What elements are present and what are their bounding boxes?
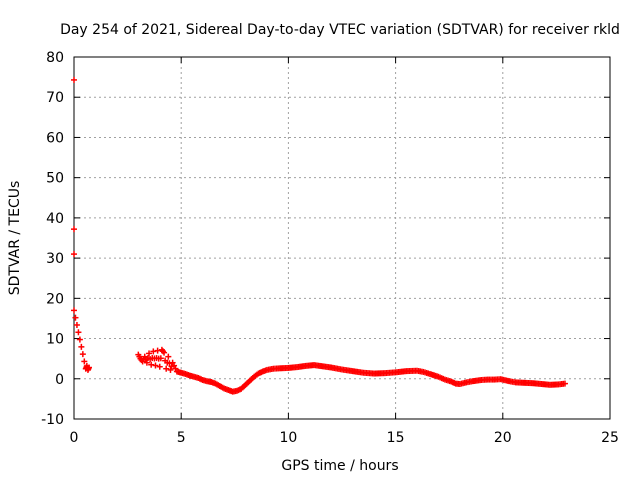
y-axis-label: SDTVAR / TECUs: [7, 181, 23, 296]
data-point: [150, 348, 157, 355]
y-tick-label: 30: [46, 251, 64, 267]
y-tick-label: 20: [46, 291, 64, 307]
y-tick-label: 10: [46, 332, 64, 348]
data-point: [166, 360, 173, 367]
data-point: [258, 369, 265, 376]
data-point: [84, 364, 91, 371]
y-tick-labels: -10 0 10 20 30 40 50 60 70 80: [41, 50, 64, 428]
data-point: [71, 76, 77, 83]
data-point: [85, 365, 92, 372]
data-point: [72, 314, 79, 321]
data-point: [223, 386, 230, 393]
data-point: [152, 362, 159, 369]
x-tick-labels: 0 5 10 15 20 25: [70, 430, 619, 446]
data-point: [75, 329, 82, 336]
data-point: [76, 336, 83, 343]
data-point: [446, 378, 453, 385]
data-point: [146, 350, 153, 357]
y-tick-label: 50: [46, 171, 64, 187]
y-tick-label: 0: [55, 372, 64, 388]
axis-ticks: [73, 56, 611, 420]
data-point: [198, 376, 205, 383]
data-point: [451, 379, 458, 386]
data-point: [206, 378, 213, 385]
data-point: [143, 359, 150, 366]
y-tick-label: -10: [41, 412, 64, 428]
chart-title: Day 254 of 2021, Sidereal Day-to-day VTE…: [60, 22, 620, 38]
x-tick-label: 20: [494, 430, 512, 446]
data-point: [71, 226, 77, 233]
data-point: [71, 251, 77, 258]
data-point: [79, 351, 86, 358]
grid-lines: [74, 57, 610, 419]
data-point: [232, 388, 239, 395]
data-point: [176, 369, 183, 376]
data-point: [136, 353, 143, 360]
data-point: [185, 372, 192, 379]
data-point: [181, 370, 188, 377]
data-point: [156, 363, 163, 370]
data-point: [434, 373, 441, 380]
data-point: [172, 365, 179, 372]
x-axis-label: GPS time / hours: [281, 458, 398, 474]
data-point: [167, 366, 174, 373]
data-point: [262, 367, 269, 374]
x-tick-label: 0: [70, 430, 79, 446]
data-points: [71, 76, 568, 395]
data-point: [440, 375, 447, 382]
data-point: [73, 321, 80, 328]
data-point: [165, 353, 172, 360]
x-tick-label: 5: [177, 430, 186, 446]
y-tick-label: 60: [46, 130, 64, 146]
y-tick-label: 40: [46, 211, 64, 227]
x-tick-label: 10: [279, 430, 297, 446]
data-point: [189, 373, 196, 380]
data-point: [154, 347, 161, 354]
data-point: [560, 380, 567, 387]
data-point: [425, 370, 432, 377]
data-point: [193, 374, 200, 381]
data-point: [418, 368, 425, 375]
plot-frame: [73, 56, 611, 420]
data-point: [78, 343, 85, 350]
y-tick-label: 80: [46, 50, 64, 66]
data-point: [81, 358, 88, 365]
x-tick-label: 25: [601, 430, 619, 446]
data-point: [159, 348, 166, 355]
data-point: [148, 361, 155, 368]
data-point: [71, 307, 77, 314]
data-point: [157, 355, 164, 362]
y-tick-label: 70: [46, 90, 64, 106]
x-tick-label: 15: [387, 430, 405, 446]
data-point: [163, 365, 170, 372]
